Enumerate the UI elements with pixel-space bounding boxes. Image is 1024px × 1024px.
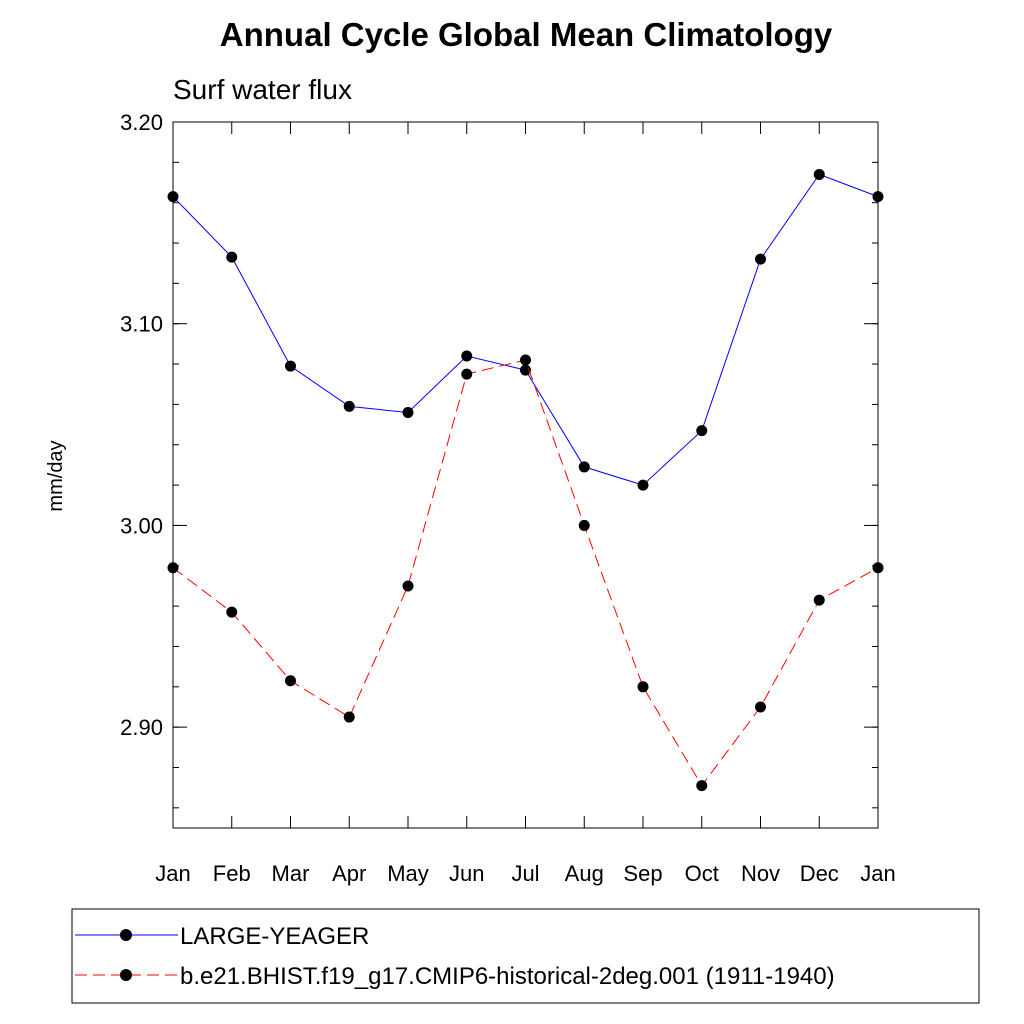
data-point <box>813 168 825 180</box>
data-point <box>167 191 179 203</box>
chart-title: Annual Cycle Global Mean Climatology <box>220 16 833 53</box>
data-point <box>226 606 238 618</box>
data-point <box>520 354 531 366</box>
data-point <box>637 681 649 693</box>
data-point <box>755 253 766 265</box>
data-point <box>285 360 296 372</box>
series-line-2 <box>172 359 879 787</box>
series-layer <box>167 168 884 792</box>
series-2 <box>167 354 884 792</box>
legend-box <box>71 908 980 1004</box>
data-point <box>402 406 414 418</box>
x-tick-label: Oct <box>685 861 719 886</box>
x-tick-label: Mar <box>272 861 310 886</box>
data-point <box>226 251 238 263</box>
data-point <box>520 364 531 376</box>
data-point <box>402 580 414 592</box>
legend-marker-series-2 <box>120 969 132 981</box>
legend-marker-series-1 <box>120 929 132 941</box>
data-point <box>461 368 473 380</box>
x-tick-label: Dec <box>800 861 839 886</box>
x-tick-label: Feb <box>213 861 251 886</box>
data-point <box>167 562 179 574</box>
data-point <box>578 461 590 473</box>
x-tick-label: Jul <box>511 861 539 886</box>
legend-entry-1: LARGE-YEAGER <box>75 923 369 950</box>
data-point <box>578 519 590 531</box>
y-tick-label: 3.20 <box>120 110 163 135</box>
series-1 <box>167 168 884 491</box>
data-point <box>285 675 296 687</box>
axes: Jan Feb Mar Apr May Jun Jul Aug Sep Oct Nov Dec Jan 2… <box>120 110 896 886</box>
x-tick-label: Jan <box>155 861 190 886</box>
x-tick-label: Sep <box>623 861 662 886</box>
data-point <box>461 350 473 362</box>
chart-subtitle: Surf water flux <box>173 74 352 105</box>
x-tick-label: Aug <box>565 861 604 886</box>
x-tick-label: May <box>387 861 429 886</box>
legend-label-series-1: LARGE-YEAGER <box>180 923 369 950</box>
legend-label-series-2: b.e21.BHIST.f19_g17.CMIP6-historical-2de… <box>180 963 835 990</box>
data-point <box>696 780 708 792</box>
y-tick-label: 2.90 <box>120 715 163 740</box>
data-point <box>813 594 825 606</box>
series-line-1 <box>172 173 879 486</box>
legend-entry-2: b.e21.BHIST.f19_g17.CMIP6-historical-2de… <box>75 963 835 990</box>
legend: LARGE-YEAGER b.e21.BHIST.f19_g17.CMIP6-h… <box>71 908 980 1004</box>
data-point <box>343 400 355 412</box>
data-point <box>696 425 708 437</box>
x-tick-label: Apr <box>332 861 366 886</box>
y-axis-label: mm/day <box>45 440 67 511</box>
x-tick-label: Jan <box>860 861 895 886</box>
y-tick-label: 3.00 <box>120 513 163 538</box>
data-point <box>755 701 766 713</box>
y-tick-label: 3.10 <box>120 312 163 337</box>
data-point <box>343 711 355 723</box>
x-tick-label: Nov <box>741 861 780 886</box>
data-point <box>872 562 884 574</box>
x-tick-label: Jun <box>449 861 484 886</box>
data-point <box>637 479 649 491</box>
plot-frame <box>172 121 879 829</box>
data-point <box>872 191 884 203</box>
